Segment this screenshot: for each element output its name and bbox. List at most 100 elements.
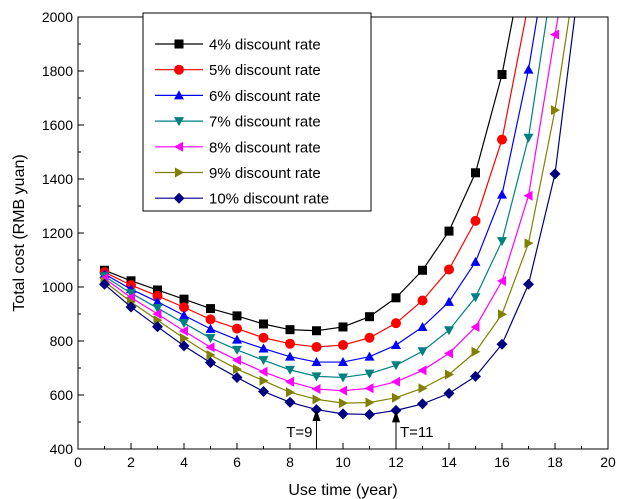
data-point [152,304,163,314]
data-point [364,332,375,343]
legend: 4% discount rate 5% discount rate 6% disco… [142,12,372,212]
y-tick-label: 1400 [42,171,73,187]
series-10pct [99,17,576,420]
series-6pct [99,17,538,367]
x-axis-title: Use time (year) [288,482,397,499]
data-point [206,350,216,361]
data-point [444,348,453,359]
legend-entry: 8% discount rate [155,139,321,156]
data-point [443,387,455,399]
data-point [205,334,216,344]
legend-marker [173,192,185,204]
series-7pct [99,17,548,383]
data-point [258,343,269,353]
data-point [365,397,375,408]
data-point [312,394,322,405]
legend-entry: 7% discount rate [155,114,321,131]
series-line [104,17,538,363]
data-point [338,340,348,351]
data-point [497,237,507,247]
data-point [338,385,347,396]
data-point [338,322,348,332]
data-point [258,385,269,397]
data-point [523,64,534,74]
data-point [205,323,216,333]
data-point [259,375,269,386]
x-tick-label: 18 [547,454,563,470]
data-point [99,278,110,290]
legend-label: 8% discount rate [209,139,321,156]
data-point [391,376,400,387]
data-point [445,369,454,380]
data-point [470,215,481,226]
y-tick-label: 1800 [42,63,73,79]
data-point [523,278,534,290]
data-point [417,398,428,410]
data-point [126,292,135,303]
data-point [392,392,401,403]
y-tick-label: 1600 [42,117,73,133]
data-point [152,290,163,301]
annotation-layer: T=9 T=11 [286,409,434,449]
data-point [153,315,163,326]
legend-label: 5% discount rate [209,62,321,79]
legend-label: 10% discount rate [209,191,329,208]
data-point [206,304,215,314]
x-tick-label: 14 [441,454,457,470]
data-point [391,318,401,329]
axes-layer: 0 2 4 6 8 10 12 14 16 18 20 400 600 800 1000 1200 1400 16… [42,9,616,470]
legend-marker [174,117,184,127]
x-tick-label: 4 [180,454,188,470]
data-point [550,29,559,40]
x-tick-label: 6 [233,454,241,470]
data-point [231,371,243,383]
data-point [524,238,534,249]
data-point [391,340,401,350]
data-point [498,309,507,320]
data-point [205,342,215,353]
data-point [364,408,375,420]
data-point [232,334,242,344]
data-point [551,105,560,116]
annotation-arrow [312,409,321,422]
data-point [179,302,189,313]
data-point [418,383,428,394]
data-point [125,301,137,313]
series-8pct [99,17,559,396]
data-point [497,134,507,145]
data-point [205,357,216,369]
series-line [104,17,548,379]
data-point [179,310,189,320]
data-point [496,338,508,350]
data-point [311,384,321,395]
data-point [337,408,349,420]
legend-marker [175,167,184,178]
data-point [365,312,374,322]
y-tick-label: 800 [50,333,74,349]
data-point [180,333,189,344]
data-point [232,323,242,334]
data-point [523,133,534,143]
data-point [179,319,189,329]
data-point [338,373,348,383]
legend-entry: 10% discount rate [155,191,329,208]
data-point [497,70,507,80]
y-tick-label: 1200 [42,225,73,241]
data-point [470,370,481,382]
series-layer [99,17,576,420]
legend-entry: 5% discount rate [155,62,321,79]
annotation-label: T=11 [400,424,434,441]
x-tick-label: 8 [286,454,294,470]
data-point [364,369,375,379]
y-tick-label: 1000 [42,279,73,295]
data-point [285,325,295,335]
y-tick-label: 2000 [42,9,73,25]
data-point [444,226,454,236]
data-point [152,309,162,319]
data-point [258,332,269,343]
x-tick-label: 16 [494,454,510,470]
legend-entry: 6% discount rate [155,88,321,105]
legend-label: 7% discount rate [209,114,321,131]
y-tick-label: 600 [50,387,74,403]
data-point [311,341,322,352]
